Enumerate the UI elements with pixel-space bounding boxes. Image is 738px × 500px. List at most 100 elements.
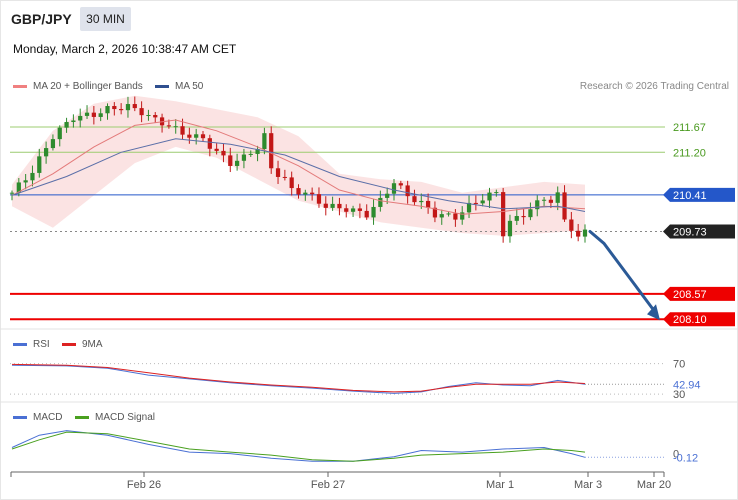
timestamp: Monday, March 2, 2026 10:38:47 AM CET: [13, 42, 237, 56]
candle-body: [125, 104, 131, 111]
candle-body: [466, 202, 472, 213]
candle-body: [350, 208, 356, 212]
legend-rsi: RSI: [13, 339, 50, 350]
candle-body: [16, 182, 21, 193]
candle-body: [521, 216, 526, 218]
legend-ma50: MA 50: [155, 81, 203, 92]
legend-rsi-ma-label: 9MA: [82, 339, 103, 350]
candle-body: [71, 120, 76, 123]
level-label-support: 208.10: [673, 314, 707, 326]
candle-body: [282, 176, 287, 178]
legend-ma20: MA 20 + Bollinger Bands: [13, 81, 143, 92]
candle-body: [507, 220, 513, 237]
candle-body: [9, 192, 15, 194]
candle-body: [105, 106, 110, 114]
level-label-current: 209.73: [673, 226, 707, 238]
candle-body: [23, 180, 28, 183]
candle-body: [535, 200, 540, 210]
candle-body: [200, 134, 206, 139]
candle-body: [425, 200, 431, 208]
candle-body: [548, 199, 554, 203]
rsi-value-label: 42.94: [673, 379, 701, 391]
candle-body: [194, 134, 199, 138]
candle-body: [91, 112, 96, 117]
level-label-resistance: 211.20: [673, 147, 706, 159]
candle-body: [50, 139, 56, 149]
legend-rsi-label: RSI: [33, 339, 50, 350]
candle-body: [555, 192, 560, 203]
candle-body: [487, 192, 492, 201]
candle-body: [385, 193, 390, 198]
candle-body: [262, 133, 267, 150]
candle-body: [432, 207, 438, 218]
candle-body: [139, 108, 144, 116]
candle-body: [43, 148, 49, 157]
candle-body: [453, 213, 458, 220]
level-tag-current: [663, 224, 735, 239]
macd-line: [11, 430, 586, 462]
candle-body: [562, 192, 567, 220]
research-credit: Research © 2026 Trading Central: [579, 81, 729, 92]
candle-body: [289, 177, 294, 189]
forecast-arrow-line: [588, 229, 655, 311]
level-tag-pivot: [663, 187, 735, 202]
candle-body: [316, 194, 322, 204]
level-tag-support: [663, 312, 735, 327]
level-label-pivot: 210.41: [673, 190, 707, 202]
candle-body: [501, 192, 506, 237]
ma20-line: [11, 119, 586, 215]
candle-body: [473, 202, 478, 204]
rsi-ma-line: [11, 363, 586, 393]
candle-body: [412, 196, 417, 203]
candle-body: [269, 133, 274, 169]
candle-body: [514, 216, 519, 221]
level-tag-support: [663, 286, 735, 301]
candle-body: [132, 104, 137, 109]
candle-body: [37, 156, 42, 173]
forecast-arrow-head: [647, 304, 660, 321]
candle-body: [146, 115, 151, 117]
candle-body: [187, 134, 192, 138]
candle-body: [119, 109, 124, 111]
candle-body: [78, 115, 83, 121]
candle-body: [214, 148, 219, 151]
candle-body: [296, 188, 301, 195]
timeframe-button[interactable]: 30 MIN: [80, 7, 131, 31]
rsi-tick-label: 70: [673, 359, 685, 371]
candle-body: [480, 200, 485, 204]
candle-body: [439, 214, 444, 218]
legend-rsi-ma: 9MA: [62, 339, 103, 350]
candle-body: [180, 126, 185, 135]
candle-body: [30, 172, 35, 181]
candle-body: [337, 203, 342, 209]
candle-body: [405, 185, 410, 197]
candle-body: [228, 155, 233, 166]
candle-body: [371, 206, 376, 218]
candle-body: [207, 138, 212, 149]
candle-body: [378, 197, 383, 207]
candle-body: [166, 125, 172, 127]
candle-body: [57, 127, 62, 140]
candle-body: [234, 160, 240, 166]
candle-body: [576, 230, 581, 237]
candle-body: [364, 210, 369, 218]
candle-body: [528, 209, 533, 218]
legend-macd-signal-label: MACD Signal: [95, 412, 156, 423]
macd-tick-label: 0: [673, 449, 679, 461]
candle-body: [398, 183, 403, 186]
x-axis-tick-label: Mar 3: [574, 479, 602, 491]
ma50-line: [11, 138, 586, 212]
candle-body: [460, 212, 465, 220]
x-axis-tick-label: Mar 20: [637, 479, 671, 491]
legend-ma20-label: MA 20 + Bollinger Bands: [33, 81, 143, 92]
x-axis-tick-label: Mar 1: [486, 479, 514, 491]
candle-body: [344, 208, 349, 212]
symbol-label: GBP/JPY: [11, 11, 72, 27]
candle-body: [569, 219, 574, 231]
level-label-support: 208.57: [673, 289, 707, 301]
candle-body: [582, 229, 588, 237]
candle-body: [303, 192, 308, 195]
legend-macd-signal: MACD Signal: [75, 412, 155, 423]
candle-body: [98, 113, 103, 117]
